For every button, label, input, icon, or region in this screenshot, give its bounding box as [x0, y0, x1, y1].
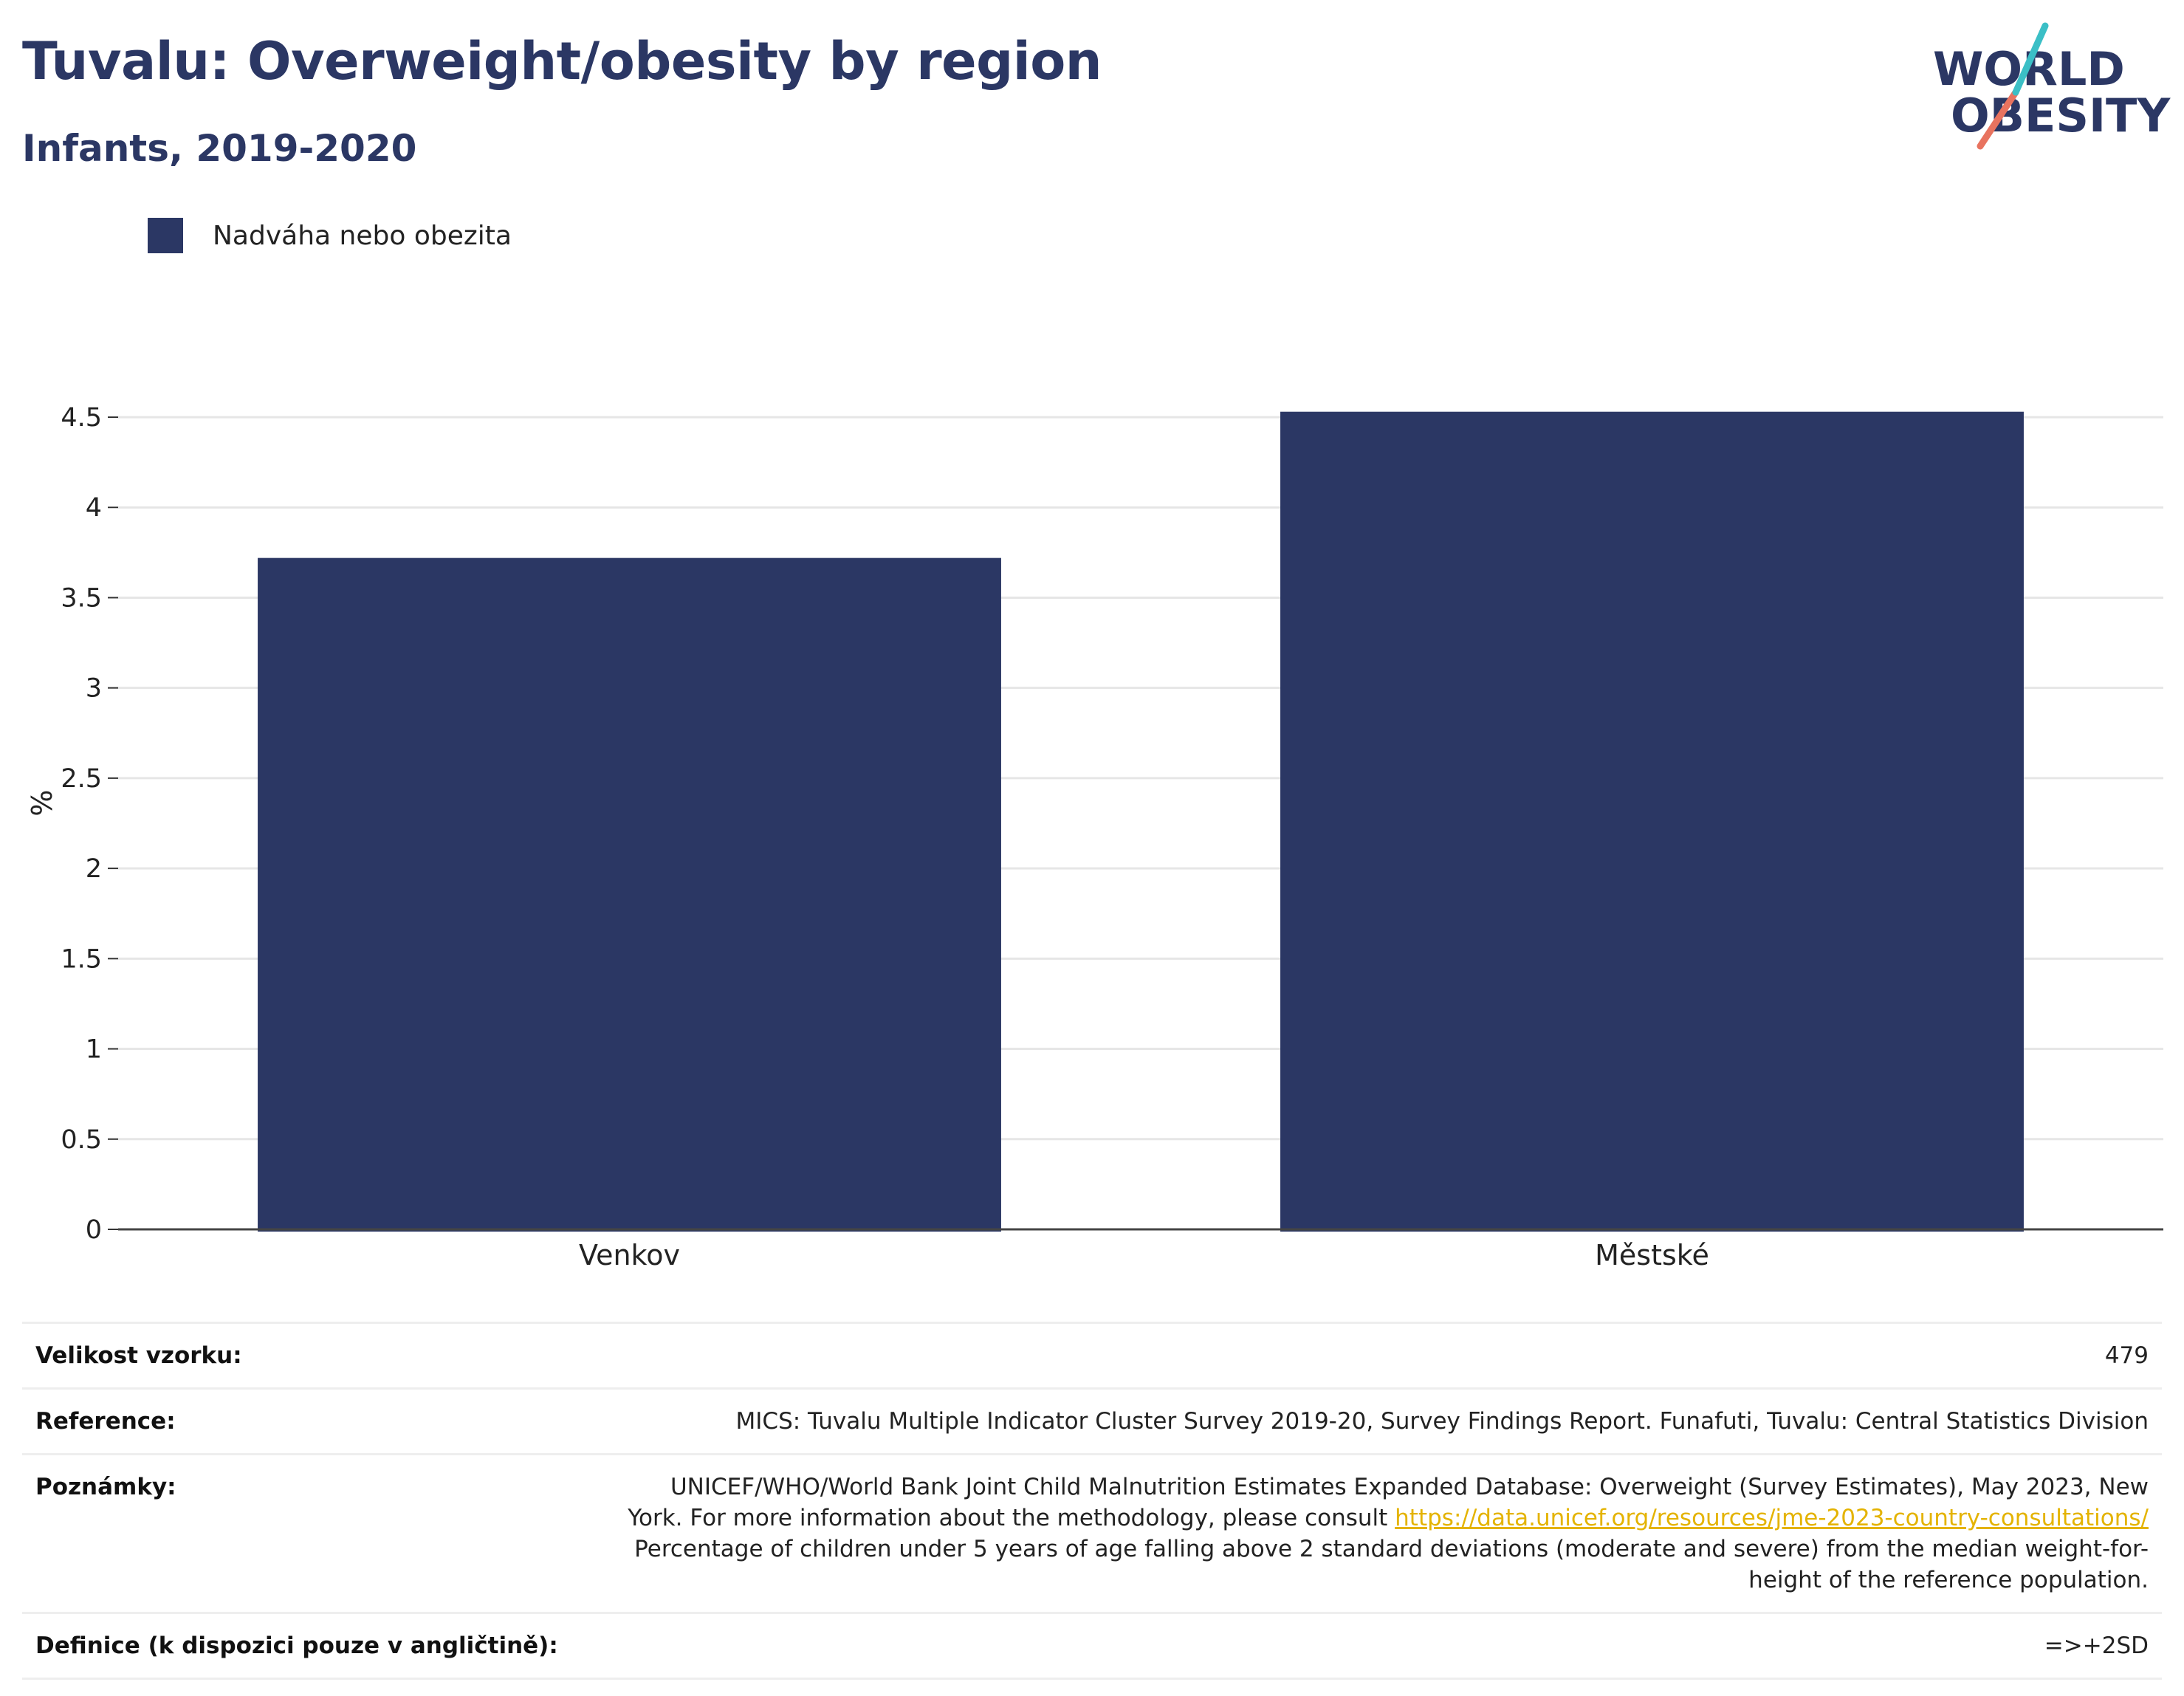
- notes-line-3: Percentage of children under 5 years of …: [634, 1536, 2149, 1562]
- info-table: Velikost vzorku: 479 Reference: MICS: Tu…: [22, 1322, 2162, 1680]
- axis-layer: 0 0.5 1 1.5 2 2.5 3 3.5 4 4.5 Venkov Městské: [61, 403, 2163, 1271]
- notes-label: Poznámky:: [22, 1453, 610, 1614]
- notes-line-1: UNICEF/WHO/World Bank Joint Child Malnut…: [670, 1474, 2149, 1500]
- y-tick-label: 4: [86, 493, 102, 523]
- bar-městské[interactable]: [1280, 411, 2024, 1232]
- sample-size-row: Velikost vzorku: 479: [22, 1322, 2162, 1390]
- definition-value: =>+2SD: [610, 1612, 2162, 1680]
- reference-label: Reference:: [22, 1387, 610, 1455]
- y-tick-label: 3: [86, 674, 102, 704]
- bar-layer: [258, 411, 2024, 1232]
- chart-svg: 0 0.5 1 1.5 2 2.5 3 3.5 4 4.5 Venkov Městské %: [26, 403, 2163, 1271]
- reference-row: Reference: MICS: Tuvalu Multiple Indicat…: [22, 1387, 2162, 1455]
- sample-size-value: 479: [610, 1322, 2162, 1390]
- methodology-link[interactable]: https://data.unicef.org/resources/jme-20…: [1395, 1505, 2149, 1531]
- notes-line-4: height of the reference population.: [1748, 1567, 2149, 1593]
- bar-chart: 0 0.5 1 1.5 2 2.5 3 3.5 4 4.5 Venkov Městské %: [0, 281, 2184, 1277]
- chart-legend: Nadváha nebo obezita: [148, 218, 512, 253]
- svg-text:OBESITY: OBESITY: [1951, 89, 2171, 143]
- x-category-label: Městské: [1595, 1239, 1709, 1271]
- notes-row: Poznámky: UNICEF/WHO/World Bank Joint Ch…: [22, 1453, 2162, 1614]
- y-tick-label: 2.5: [61, 764, 102, 794]
- definition-label: Definice (k dispozici pouze v angličtině…: [22, 1612, 610, 1680]
- reference-value: MICS: Tuvalu Multiple Indicator Cluster …: [610, 1387, 2162, 1455]
- chart-subtitle: Infants, 2019-2020: [22, 127, 417, 170]
- x-category-label: Venkov: [579, 1239, 680, 1271]
- chart-title: Tuvalu: Overweight/obesity by region: [22, 31, 1102, 92]
- y-tick-label: 4.5: [61, 403, 102, 433]
- y-tick-label: 0: [86, 1215, 102, 1245]
- world-obesity-logo: WORLD OBESITY: [1920, 22, 2171, 155]
- definition-row: Definice (k dispozici pouze v angličtině…: [22, 1612, 2162, 1680]
- y-tick-label: 2: [86, 854, 102, 884]
- y-axis-title: %: [26, 789, 58, 816]
- notes-value: UNICEF/WHO/World Bank Joint Child Malnut…: [610, 1453, 2162, 1614]
- sample-size-label: Velikost vzorku:: [22, 1322, 610, 1390]
- y-tick-label: 1.5: [61, 944, 102, 974]
- legend-label: Nadváha nebo obezita: [213, 220, 512, 251]
- y-tick-label: 0.5: [61, 1125, 102, 1155]
- y-tick-label: 1: [86, 1035, 102, 1065]
- legend-swatch: [148, 218, 183, 253]
- bar-venkov[interactable]: [258, 557, 1001, 1232]
- notes-line-2: York. For more information about the met…: [628, 1505, 1395, 1531]
- y-tick-label: 3.5: [61, 583, 102, 613]
